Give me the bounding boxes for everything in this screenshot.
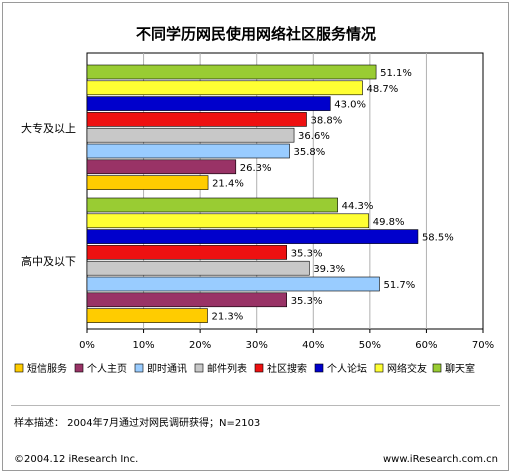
bar-value-label: 26.3%	[240, 163, 272, 174]
legend-label: 个人论坛	[327, 362, 367, 375]
bar-value-label: 21.4%	[212, 179, 244, 190]
bar	[86, 127, 295, 143]
bar	[86, 197, 338, 213]
legend-label: 个人主页	[87, 363, 127, 375]
bar-value-label: 35.3%	[291, 296, 323, 307]
x-tick-label: 40%	[302, 340, 324, 351]
bar-value-label: 43.0%	[334, 100, 366, 111]
bar	[86, 308, 208, 323]
bar-value-label: 38.8%	[310, 115, 342, 126]
group-label: 高中及以下	[21, 254, 76, 268]
bar-value-label: 36.6%	[298, 131, 330, 142]
legend-swatch	[74, 363, 84, 373]
bar-value-label: 39.3%	[313, 264, 345, 275]
bar-value-label: 51.7%	[383, 280, 415, 291]
bar	[86, 64, 377, 80]
x-tick-label: 30%	[246, 340, 268, 351]
bar-value-label: 35.8%	[294, 147, 326, 158]
legend-swatch	[14, 363, 24, 373]
chart-frame: 不同学历网民使用网络社区服务情况 0% 10% 20% 30% 40% 50% 60% 70%…	[2, 2, 509, 471]
legend-swatch	[194, 363, 204, 373]
legend-swatch	[432, 363, 442, 373]
footer-divider	[11, 405, 500, 406]
bar-value-label: 48.7%	[367, 84, 399, 95]
bar	[86, 276, 380, 292]
copyright: ©2004.12 iResearch Inc.	[14, 454, 139, 465]
bar	[86, 245, 287, 260]
legend-swatch	[134, 363, 144, 373]
legend-label: 即时通讯	[147, 363, 187, 375]
legend-label: 社区搜索	[267, 362, 307, 375]
bar	[86, 143, 290, 159]
bar-value-label: 44.3%	[342, 201, 374, 212]
bar	[86, 213, 370, 229]
bar	[86, 96, 331, 111]
x-tick-label: 50%	[359, 340, 381, 351]
legend: 短信服务 个人主页 即时通讯 邮件列表 社区搜索 个人论坛 网络交友 聊天室	[14, 362, 475, 375]
chart-title: 不同学历网民使用网络社区服务情况	[136, 25, 376, 43]
legend-label: 聊天室	[445, 362, 475, 375]
sample-note: 样本描述： 2004年7月通过对网民调研获得；N=2103	[14, 418, 261, 429]
x-tick-label: 70%	[472, 340, 494, 351]
bar	[86, 292, 287, 308]
bar-value-label: 21.3%	[211, 312, 243, 323]
legend-label: 邮件列表	[207, 362, 247, 375]
legend-swatch	[374, 363, 384, 373]
x-tick-label: 0%	[79, 340, 95, 351]
bar	[86, 112, 307, 127]
group-label: 大专及以上	[21, 121, 76, 135]
bar-value-label: 51.1%	[380, 68, 412, 79]
bar	[86, 80, 363, 96]
bar	[86, 260, 310, 276]
bar	[86, 159, 237, 175]
legend-label: 网络交友	[387, 362, 427, 375]
bar	[86, 175, 209, 190]
legend-swatch	[314, 363, 324, 373]
bar	[86, 229, 419, 244]
x-tick-label: 20%	[189, 340, 211, 351]
legend-swatch	[254, 363, 264, 373]
bar-value-label: 49.8%	[373, 217, 405, 228]
chart: 不同学历网民使用网络社区服务情况 0% 10% 20% 30% 40% 50% 60% 70%…	[14, 25, 494, 375]
bar-value-label: 58.5%	[422, 233, 454, 244]
x-tick-label: 10%	[132, 340, 154, 351]
legend-label: 短信服务	[27, 362, 67, 375]
plot-area: 0% 10% 20% 30% 40% 50% 60% 70% 51.1% 48.7%43.0% 38…	[21, 52, 494, 351]
bar-value-label: 35.3%	[291, 248, 323, 259]
website-url: www.iResearch.com.cn	[383, 454, 498, 465]
x-tick-label: 60%	[415, 340, 437, 351]
